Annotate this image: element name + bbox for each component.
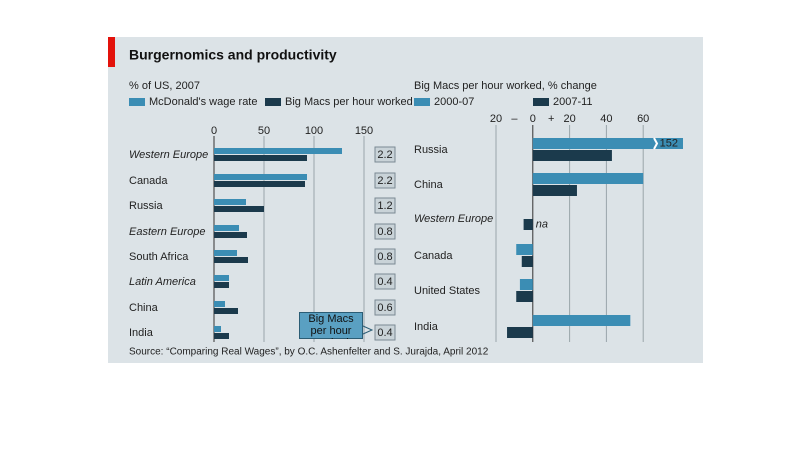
x-tick-label: 100 [305, 125, 323, 137]
chart-subtitle: % of US, 2007 [129, 80, 200, 92]
bar [214, 282, 229, 288]
legend-swatch [414, 98, 430, 106]
bars [507, 138, 683, 338]
ratio-label: 2.2 [377, 149, 392, 161]
bar [532, 150, 612, 161]
legend-label: 2000-07 [434, 96, 474, 108]
bar [521, 256, 533, 267]
bar [214, 181, 305, 187]
bar [523, 219, 533, 230]
bar [214, 326, 221, 332]
bar [214, 206, 264, 212]
x-tick-label: 40 [600, 113, 612, 125]
source: Source: “Comparing Real Wages”, by O.C. … [129, 347, 489, 358]
bar [214, 148, 342, 154]
red-tab [108, 37, 115, 67]
ratio-box [374, 324, 396, 341]
value-label: na [536, 218, 548, 230]
ratio-label: 0.8 [377, 251, 392, 263]
category-label: India [414, 321, 439, 333]
category-label: Russia [129, 200, 164, 212]
x-tick-label: 20 [563, 113, 575, 125]
break-mark [653, 137, 659, 150]
ratio-label: 2.2 [377, 175, 392, 187]
category-label: South Africa [129, 251, 189, 263]
x-tick-label: 60 [637, 113, 649, 125]
annotation-box: Big Macs per hour worked [299, 312, 363, 339]
bar [214, 333, 229, 339]
category-label: Western Europe [129, 149, 208, 161]
bar [214, 308, 238, 314]
category-label: China [129, 302, 159, 314]
ratio-box [374, 223, 396, 240]
bar [516, 291, 533, 302]
ratio-box [374, 299, 396, 316]
x-tick-label: 20 [490, 113, 502, 125]
ratio-label: 0.8 [377, 226, 392, 238]
ratio-label: 0.4 [377, 327, 392, 339]
bar [214, 232, 247, 238]
category-label: Russia [414, 144, 449, 156]
title: Burgernomics and productivity [129, 47, 337, 63]
x-tick-label: 150 [355, 125, 373, 137]
axis-sign: + [548, 113, 554, 125]
category-label: Canada [129, 175, 168, 187]
bar [532, 173, 644, 184]
category-label: United States [414, 285, 481, 297]
category-label: Western Europe [414, 213, 493, 225]
legend-swatch [265, 98, 281, 106]
bar [214, 174, 307, 180]
panel [108, 37, 703, 363]
bar [214, 257, 248, 263]
bar [214, 199, 246, 205]
bar [214, 225, 239, 231]
x-tick-label: 0 [530, 113, 536, 125]
category-label: India [129, 327, 154, 339]
ratio-box [374, 146, 396, 163]
category-label: Latin America [129, 276, 196, 288]
ratio-box [374, 172, 396, 189]
value-label: 152 [660, 137, 678, 149]
bar [214, 250, 237, 256]
ratio-box [374, 197, 396, 214]
annotation-text: Big Macs per hour worked [299, 312, 363, 339]
category-label: Canada [414, 250, 453, 262]
ratio-label: 1.2 [377, 200, 392, 212]
legend-label: 2007-11 [553, 96, 593, 108]
bar [519, 279, 533, 290]
bar [214, 275, 229, 281]
bar [214, 155, 307, 161]
x-tick-label: 50 [258, 125, 270, 137]
ratio-box [374, 273, 396, 290]
bar [516, 244, 533, 255]
bar [532, 315, 631, 326]
bar [532, 138, 683, 149]
legend-swatch [533, 98, 549, 106]
legend-swatch [129, 98, 145, 106]
ratio-box [374, 248, 396, 265]
legend-label: McDonald's wage rate [149, 96, 258, 108]
category-label: China [414, 179, 444, 191]
bar [214, 301, 225, 307]
axis-sign: – [511, 113, 518, 125]
chart-subtitle: Big Macs per hour worked, % change [414, 80, 597, 92]
annotation-arrow [362, 325, 374, 335]
category-label: Eastern Europe [129, 226, 205, 238]
ratio-label: 0.4 [377, 276, 392, 288]
bar [507, 327, 533, 338]
x-tick-label: 0 [211, 125, 217, 137]
legend-label: Big Macs per hour worked [285, 96, 413, 108]
ratio-label: 0.6 [377, 302, 392, 314]
bar [532, 185, 577, 196]
